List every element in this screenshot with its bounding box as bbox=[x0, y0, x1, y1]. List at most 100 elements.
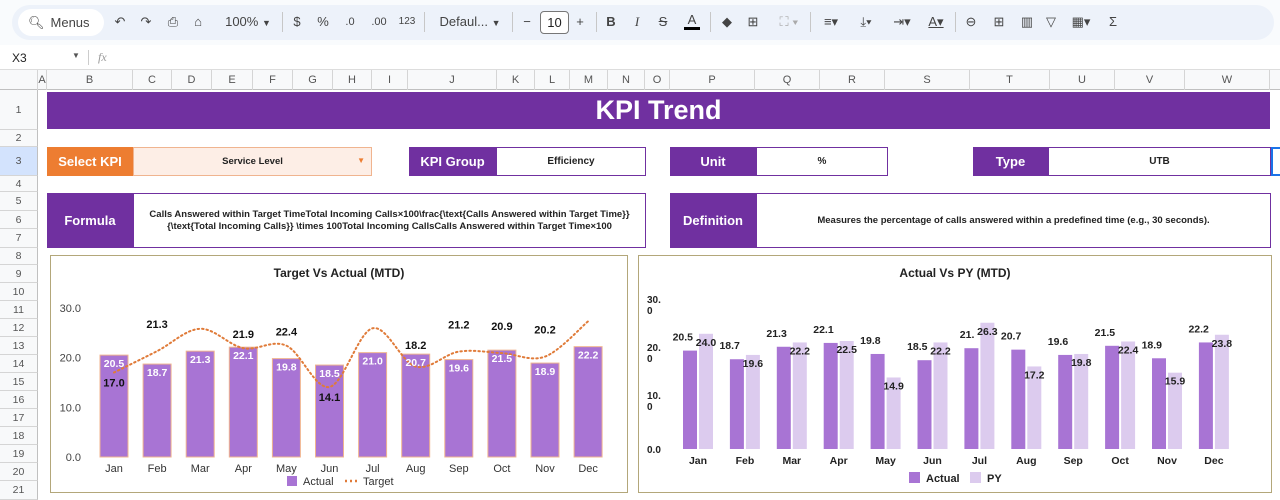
row-header-17[interactable]: 17 bbox=[0, 409, 38, 427]
wrap-icon[interactable]: ⇥▾ bbox=[893, 14, 911, 29]
actual-vs-py-chart[interactable]: Actual Vs PY (MTD) 0.0 10. 0 20. 0 30. 0 Jan Feb… bbox=[638, 255, 1272, 493]
bar-actual bbox=[1198, 342, 1213, 449]
target-data-label: 18.2 bbox=[405, 340, 426, 352]
column-header-T[interactable]: T bbox=[970, 70, 1050, 90]
row-header-2[interactable]: 2 bbox=[0, 130, 38, 147]
currency-button[interactable]: $ bbox=[293, 14, 301, 29]
target-data-label: 14.1 bbox=[319, 392, 340, 404]
y-tick-label: 30. bbox=[647, 295, 661, 306]
legend-py-swatch bbox=[970, 472, 981, 483]
row-header-11[interactable]: 11 bbox=[0, 301, 38, 319]
column-header-A[interactable]: A bbox=[38, 70, 47, 90]
chart-icon[interactable]: ▥ bbox=[1020, 14, 1034, 29]
column-header-N[interactable]: N bbox=[608, 70, 645, 90]
row-header-16[interactable]: 16 bbox=[0, 391, 38, 409]
filter-icon[interactable]: ▽ bbox=[1046, 14, 1056, 29]
name-box[interactable]: X3 bbox=[12, 51, 27, 65]
sigma-icon[interactable]: Σ bbox=[1108, 14, 1118, 29]
decrease-font-size-button[interactable]: − bbox=[523, 14, 531, 29]
row-header-21[interactable]: 21 bbox=[0, 481, 38, 500]
column-header-U[interactable]: U bbox=[1050, 70, 1115, 90]
row-header-13[interactable]: 13 bbox=[0, 337, 38, 355]
chevron-down-icon[interactable]: ▼ bbox=[72, 51, 80, 60]
column-header-F[interactable]: F bbox=[253, 70, 293, 90]
fill-color-icon[interactable]: ◆ bbox=[722, 14, 732, 29]
row-header-19[interactable]: 19 bbox=[0, 445, 38, 463]
font-size-input[interactable]: 10 bbox=[540, 11, 569, 34]
bar-py bbox=[886, 377, 901, 449]
column-header-Q[interactable]: Q bbox=[755, 70, 820, 90]
column-header-I[interactable]: I bbox=[372, 70, 408, 90]
formula-input[interactable] bbox=[120, 50, 1270, 66]
row-header-5[interactable]: 5 bbox=[0, 192, 38, 211]
font-select[interactable]: Defaul... ▼ bbox=[435, 12, 505, 32]
merge-icon[interactable]: ⛶ ▾ bbox=[779, 14, 799, 29]
selected-cell-x3[interactable] bbox=[1271, 147, 1280, 176]
chevron-down-icon[interactable]: ▼ bbox=[357, 156, 365, 165]
definition-label: Definition bbox=[670, 193, 756, 248]
actual-data-label: 19.6 bbox=[1048, 336, 1069, 348]
column-header-H[interactable]: H bbox=[333, 70, 372, 90]
column-header-R[interactable]: R bbox=[820, 70, 885, 90]
borders-icon[interactable]: ⊞ bbox=[747, 14, 759, 29]
x-tick-label: Jan bbox=[105, 463, 123, 475]
column-header-C[interactable]: C bbox=[133, 70, 172, 90]
undo-icon[interactable]: ↶ bbox=[114, 14, 126, 29]
row-header-7[interactable]: 7 bbox=[0, 229, 38, 248]
target-vs-actual-chart[interactable]: Target Vs Actual (MTD) 0.0 10.0 20.0 30.0 Ja… bbox=[50, 255, 628, 493]
column-header-D[interactable]: D bbox=[172, 70, 212, 90]
column-header-P[interactable]: P bbox=[670, 70, 755, 90]
align-icon[interactable]: ≡▾ bbox=[823, 14, 839, 29]
redo-icon[interactable]: ↷ bbox=[140, 14, 152, 29]
comment-icon[interactable]: ⊞ bbox=[993, 14, 1005, 29]
bold-icon[interactable]: B bbox=[606, 14, 616, 29]
percent-button[interactable]: % bbox=[317, 14, 329, 29]
row-header-12[interactable]: 12 bbox=[0, 319, 38, 337]
row-header-10[interactable]: 10 bbox=[0, 283, 38, 301]
column-header-K[interactable]: K bbox=[497, 70, 535, 90]
row-header-6[interactable]: 6 bbox=[0, 211, 38, 229]
italic-icon[interactable]: I bbox=[634, 14, 640, 29]
column-header-V[interactable]: V bbox=[1115, 70, 1185, 90]
row-header-9[interactable]: 9 bbox=[0, 265, 38, 283]
increase-font-size-button[interactable]: + bbox=[576, 14, 584, 29]
decrease-decimal-button[interactable]: .0 bbox=[345, 16, 355, 28]
strikethrough-icon[interactable]: S bbox=[658, 14, 668, 29]
column-header-B[interactable]: B bbox=[47, 70, 133, 90]
row-header-15[interactable]: 15 bbox=[0, 373, 38, 391]
link-icon[interactable]: ⊖ bbox=[965, 14, 977, 29]
row-header-20[interactable]: 20 bbox=[0, 463, 38, 481]
functions-table-icon[interactable]: ▦▾ bbox=[1071, 14, 1091, 29]
paint-format-icon[interactable]: ⌂ bbox=[194, 14, 202, 29]
row-header-1[interactable]: 1 bbox=[0, 90, 38, 130]
column-header-M[interactable]: M bbox=[570, 70, 608, 90]
row-header-4[interactable]: 4 bbox=[0, 176, 38, 192]
chart-title: Actual Vs PY (MTD) bbox=[899, 266, 1011, 280]
column-header-O[interactable]: O bbox=[645, 70, 670, 90]
bar-py bbox=[745, 354, 760, 449]
column-header-W[interactable]: W bbox=[1185, 70, 1270, 90]
column-header-L[interactable]: L bbox=[535, 70, 570, 90]
number-format-button[interactable]: 123 bbox=[398, 16, 416, 27]
zoom-select[interactable]: 100% ▼ bbox=[218, 12, 278, 32]
select-all-corner[interactable] bbox=[0, 70, 38, 90]
select-kpi-dropdown[interactable]: Service Level ▼ bbox=[133, 147, 372, 176]
row-header-18[interactable]: 18 bbox=[0, 427, 38, 445]
print-icon[interactable]: ⎙ bbox=[167, 14, 179, 29]
column-header-G[interactable]: G bbox=[293, 70, 333, 90]
column-header-S[interactable]: S bbox=[885, 70, 970, 90]
row-header-14[interactable]: 14 bbox=[0, 355, 38, 373]
rotate-icon[interactable]: A▾ bbox=[928, 14, 944, 29]
py-data-label: 23.8 bbox=[1212, 338, 1233, 350]
text-color-icon[interactable]: A bbox=[684, 12, 700, 30]
menus-search[interactable]: 🔍︎ Menus bbox=[18, 9, 104, 36]
py-data-label: 15.9 bbox=[1165, 376, 1186, 388]
column-header-J[interactable]: J bbox=[408, 70, 497, 90]
row-header-8[interactable]: 8 bbox=[0, 248, 38, 265]
column-header-E[interactable]: E bbox=[212, 70, 253, 90]
increase-decimal-button[interactable]: .00 bbox=[371, 16, 387, 28]
row-header-3[interactable]: 3 bbox=[0, 147, 38, 176]
type-label: Type bbox=[973, 147, 1048, 176]
x-tick-label: May bbox=[276, 463, 297, 475]
valign-icon[interactable]: ⤓▾ bbox=[860, 14, 872, 29]
